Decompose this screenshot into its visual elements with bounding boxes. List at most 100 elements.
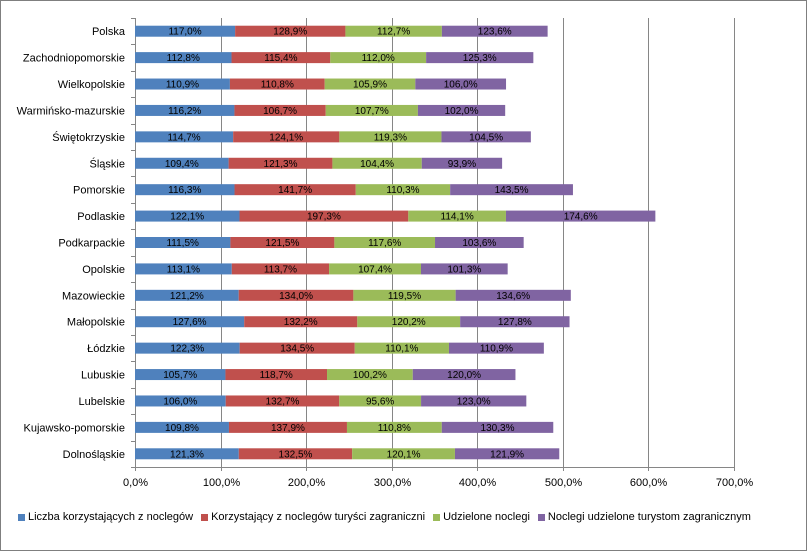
data-label-5-series-0: 109,4% — [165, 159, 199, 170]
x-tick-label-4: 400,0% — [459, 477, 497, 489]
bar-8-series-3 — [435, 237, 524, 248]
data-label-13-series-3: 120,0% — [447, 370, 481, 381]
bar-11-series-1 — [244, 316, 358, 328]
bar-12-series-2 — [354, 342, 449, 354]
legend-entry-series-1: Korzystający z noclegów turyści zagranic… — [201, 511, 425, 523]
data-label-6-series-0: 116,3% — [168, 185, 201, 196]
data-label-11-series-1: 132,2% — [284, 317, 318, 328]
data-label-9-series-1: 113,7% — [264, 264, 297, 275]
data-label-12-series-1: 134,5% — [280, 344, 314, 355]
bar-0-series-3 — [441, 25, 548, 37]
bar-13-series-2 — [327, 369, 413, 381]
x-tick-label-0: 0,0% — [123, 477, 148, 489]
bar-7-series-2 — [408, 210, 506, 222]
bar-3-series-1 — [234, 104, 326, 116]
data-label-10-series-2: 119,5% — [388, 291, 421, 302]
category-labels: Polska Zachodniopomorskie Wielkopolskie War… — [17, 26, 126, 461]
bar-10-series-2 — [353, 289, 456, 301]
data-label-9-series-3: 101,3% — [447, 264, 481, 275]
x-tick-label-5: 500,0% — [545, 477, 583, 489]
bar-1-series-0 — [135, 52, 232, 64]
category-label-14: Lubelskie — [79, 396, 125, 408]
data-label-10-series-3: 134,6% — [496, 291, 530, 302]
bar-16-series-1 — [238, 448, 353, 460]
bar-9-series-2 — [329, 263, 421, 275]
x-tick-label-1: 100,0% — [203, 477, 241, 489]
legend-entry-series-0: Liczba korzystających z noclegów — [18, 511, 193, 523]
bar-7-series-3 — [505, 210, 656, 222]
data-label-10-series-1: 134,0% — [279, 291, 313, 302]
bar-0-series-1 — [235, 25, 346, 37]
x-tick-label-7: 700,0% — [716, 477, 754, 489]
data-label-11-series-2: 120,2% — [392, 317, 426, 328]
bar-3-series-2 — [325, 104, 418, 116]
x-tick-label-2: 200,0% — [288, 477, 326, 489]
data-label-16-series-1: 132,5% — [279, 449, 313, 460]
category-label-13: Lubuskie — [81, 370, 125, 382]
category-label-7: Podlaskie — [77, 211, 125, 223]
data-label-13-series-1: 118,7% — [260, 370, 293, 381]
category-label-11: Małopolskie — [67, 317, 125, 329]
data-label-1-series-3: 125,3% — [463, 53, 497, 64]
bars — [135, 25, 656, 460]
category-label-12: Łódzkie — [87, 343, 125, 355]
data-label-14-series-3: 123,0% — [457, 396, 491, 407]
bar-12-series-1 — [239, 342, 355, 354]
bar-3-series-0 — [135, 104, 235, 116]
data-label-4-series-0: 114,7% — [167, 132, 200, 143]
legend-label-series-0: Liczba korzystających z noclegów — [28, 511, 194, 523]
bar-10-series-3 — [455, 289, 571, 301]
data-label-7-series-1: 197,3% — [307, 212, 341, 223]
data-label-0-series-0: 117,0% — [168, 27, 201, 38]
gridlines — [221, 18, 735, 467]
bar-15-series-2 — [346, 421, 442, 433]
bar-13-series-0 — [135, 369, 226, 381]
data-label-5-series-2: 104,4% — [360, 159, 394, 170]
bar-3-series-3 — [417, 104, 506, 116]
data-label-14-series-1: 132,7% — [266, 396, 300, 407]
bar-4-series-3 — [441, 131, 531, 143]
legend-entry-series-3: Noclegi udzielone turystom zagranicznym — [537, 511, 751, 523]
data-label-4-series-3: 104,5% — [469, 132, 503, 143]
bar-16-series-0 — [135, 448, 239, 460]
data-label-8-series-3: 103,6% — [462, 238, 496, 249]
data-label-4-series-1: 124,1% — [269, 132, 303, 143]
legend-label-series-1: Korzystający z noclegów turyści zagranic… — [211, 511, 426, 523]
bar-6-series-0 — [135, 184, 235, 196]
bar-9-series-3 — [420, 263, 508, 275]
category-label-16: Dolnośląskie — [63, 449, 125, 461]
bar-14-series-2 — [339, 395, 422, 407]
bar-14-series-1 — [225, 395, 340, 407]
bar-2-series-0 — [135, 78, 230, 90]
x-tick-label-3: 300,0% — [374, 477, 412, 489]
bar-6-series-3 — [450, 184, 573, 196]
data-label-0-series-2: 112,7% — [377, 27, 410, 38]
bar-7-series-0 — [135, 210, 240, 222]
category-label-4: Świętokrzyskie — [52, 131, 125, 144]
data-label-14-series-0: 106,0% — [163, 396, 197, 407]
category-label-6: Pomorskie — [73, 185, 125, 197]
data-label-1-series-2: 112,0% — [362, 53, 395, 64]
x-tick-labels: 0,0% 100,0% 200,0% 300,0% 400,0% 500,0% 600,0%… — [123, 477, 753, 489]
category-label-3: Warmińsko-mazurskie — [17, 105, 125, 117]
legend-label-series-3: Noclegi udzielone turystom zagranicznym — [547, 511, 751, 523]
data-label-1-series-1: 115,4% — [264, 53, 297, 64]
bar-13-series-1 — [225, 369, 328, 381]
bar-8-series-0 — [135, 237, 231, 248]
data-label-0-series-3: 123,6% — [478, 27, 512, 38]
data-label-13-series-2: 100,2% — [353, 370, 387, 381]
data-label-11-series-0: 127,6% — [173, 317, 207, 328]
legend-label-series-2: Udzielone noclegi — [443, 511, 530, 523]
data-label-7-series-3: 174,6% — [564, 212, 598, 223]
legend-swatch-series-0 — [18, 513, 25, 521]
axes — [131, 18, 735, 471]
x-tick-label-6: 600,0% — [630, 477, 668, 489]
data-label-3-series-1: 106,7% — [263, 106, 297, 117]
bar-14-series-0 — [135, 395, 226, 407]
data-label-16-series-3: 121,9% — [490, 449, 524, 460]
bar-0-series-2 — [345, 25, 442, 37]
data-label-15-series-2: 110,8% — [378, 423, 411, 434]
bar-1-series-3 — [426, 52, 534, 64]
data-label-6-series-1: 141,7% — [278, 185, 312, 196]
